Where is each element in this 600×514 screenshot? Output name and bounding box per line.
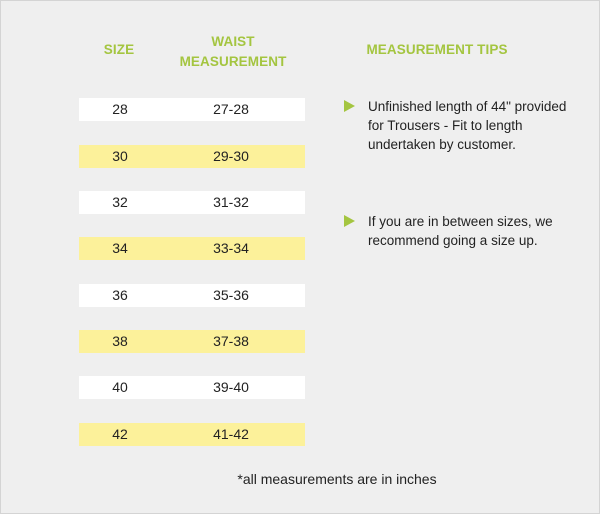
size-cell: 40 — [112, 379, 128, 395]
table-row: 30 29-30 — [79, 145, 305, 168]
table-row: 38 37-38 — [79, 330, 305, 353]
table-row: 34 33-34 — [79, 237, 305, 260]
table-row: 32 31-32 — [79, 191, 305, 214]
size-cell: 30 — [112, 148, 128, 164]
tips-header: MEASUREMENT TIPS — [366, 42, 508, 57]
table-row: 42 41-42 — [79, 423, 305, 446]
waist-cell: 29-30 — [213, 148, 249, 164]
waist-cell: 41-42 — [213, 426, 249, 442]
table-row: 40 39-40 — [79, 376, 305, 399]
tip-text: Unfinished length of 44" provided for Tr… — [368, 99, 567, 152]
size-cell: 28 — [112, 101, 128, 117]
footnote: *all measurements are in inches — [237, 471, 437, 487]
waist-cell: 35-36 — [213, 287, 249, 303]
size-cell: 42 — [112, 426, 128, 442]
waist-cell: 37-38 — [213, 333, 249, 349]
waist-column-header: WAIST MEASUREMENT — [179, 34, 287, 69]
tip-text: If you are in between sizes, we recommen… — [368, 214, 553, 248]
triangle-right-icon — [344, 100, 355, 112]
waist-cell: 31-32 — [213, 194, 249, 210]
size-cell: 32 — [112, 194, 128, 210]
waist-cell: 27-28 — [213, 101, 249, 117]
size-cell: 34 — [112, 240, 128, 256]
table-row: 36 35-36 — [79, 284, 305, 307]
size-cell: 36 — [112, 287, 128, 303]
waist-cell: 39-40 — [213, 379, 249, 395]
table-row: 28 27-28 — [79, 98, 305, 121]
waist-cell: 33-34 — [213, 240, 249, 256]
triangle-right-icon — [344, 215, 355, 227]
size-cell: 38 — [112, 333, 128, 349]
size-column-header: SIZE — [103, 42, 135, 57]
